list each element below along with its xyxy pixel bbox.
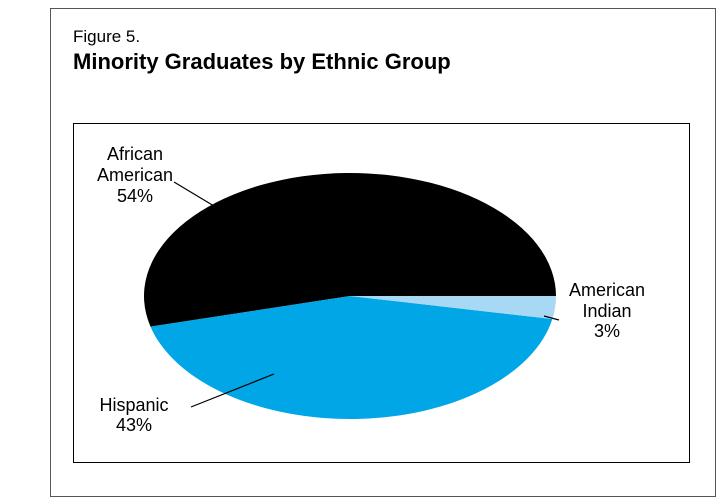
label-hispanic: 43% — [116, 415, 152, 435]
figure-number: Figure 5. — [73, 27, 141, 46]
slice-american-indian — [350, 296, 556, 320]
label-american-indian: 3% — [594, 321, 620, 341]
label-african-american: 54% — [117, 186, 153, 206]
label-american-indian: Indian — [582, 301, 631, 321]
slice-hispanic — [150, 296, 553, 420]
pie-chart: AfricanAmerican54%Hispanic43%AmericanInd… — [97, 144, 645, 435]
chart-title: Minority Graduates by Ethnic Group — [73, 49, 451, 74]
leader-line — [173, 181, 215, 207]
leader-line — [190, 373, 275, 408]
slice-african-american — [143, 173, 556, 327]
leader-line — [543, 315, 560, 321]
plot-area: African American 54% Hispanic 43% American Ind… — [73, 123, 690, 463]
label-hispanic: Hispanic — [99, 395, 168, 415]
figure-frame: Figure 5. Minority Graduates by Ethnic G… — [50, 8, 716, 497]
label-african-american: African — [107, 144, 163, 164]
label-african-american: American — [97, 165, 173, 185]
label-american-indian: American — [569, 280, 645, 300]
